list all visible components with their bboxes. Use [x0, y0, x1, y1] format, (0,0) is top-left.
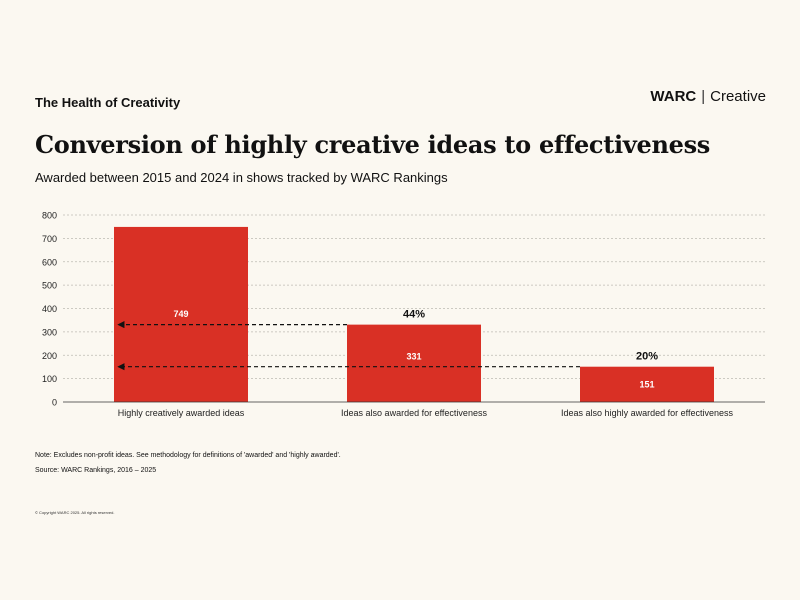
x-category-label: Highly creatively awarded ideas [118, 408, 245, 418]
y-tick-label: 500 [42, 281, 57, 291]
x-category-label: Ideas also awarded for effectiveness [341, 408, 487, 418]
brand-subname: Creative [710, 88, 766, 105]
source-note: Source: WARC Rankings, 2016 – 2025 [35, 467, 157, 474]
bar-value-label: 151 [639, 380, 654, 390]
y-tick-label: 200 [42, 351, 57, 361]
x-category-label: Ideas also highly awarded for effectiven… [561, 408, 733, 418]
bar [347, 324, 481, 402]
conversion-percent-label: 44% [403, 309, 425, 321]
chart-title: Conversion of highly creative ideas to e… [35, 130, 711, 159]
y-tick-label: 700 [42, 234, 57, 244]
conversion-percent-label: 20% [636, 351, 658, 363]
bar-value-label: 749 [173, 309, 188, 319]
footnote: Note: Excludes non-profit ideas. See met… [35, 452, 341, 459]
chart-subtitle: Awarded between 2015 and 2024 in shows t… [35, 170, 448, 185]
y-tick-label: 300 [42, 327, 57, 337]
y-tick-label: 600 [42, 257, 57, 267]
y-tick-label: 800 [42, 211, 57, 221]
report-kicker: The Health of Creativity [35, 95, 181, 110]
y-tick-label: 400 [42, 304, 57, 314]
y-tick-label: 0 [52, 398, 57, 408]
bar [114, 226, 248, 402]
bar [580, 366, 714, 402]
y-tick-label: 100 [42, 374, 57, 384]
brand-separator: | [701, 88, 706, 105]
copyright-note: © Copyright WARC 2025. All rights reserv… [35, 510, 115, 515]
brand-name: WARC [650, 88, 697, 105]
bar-value-label: 331 [406, 352, 421, 362]
brand-logo: WARC | Creative [650, 88, 766, 105]
